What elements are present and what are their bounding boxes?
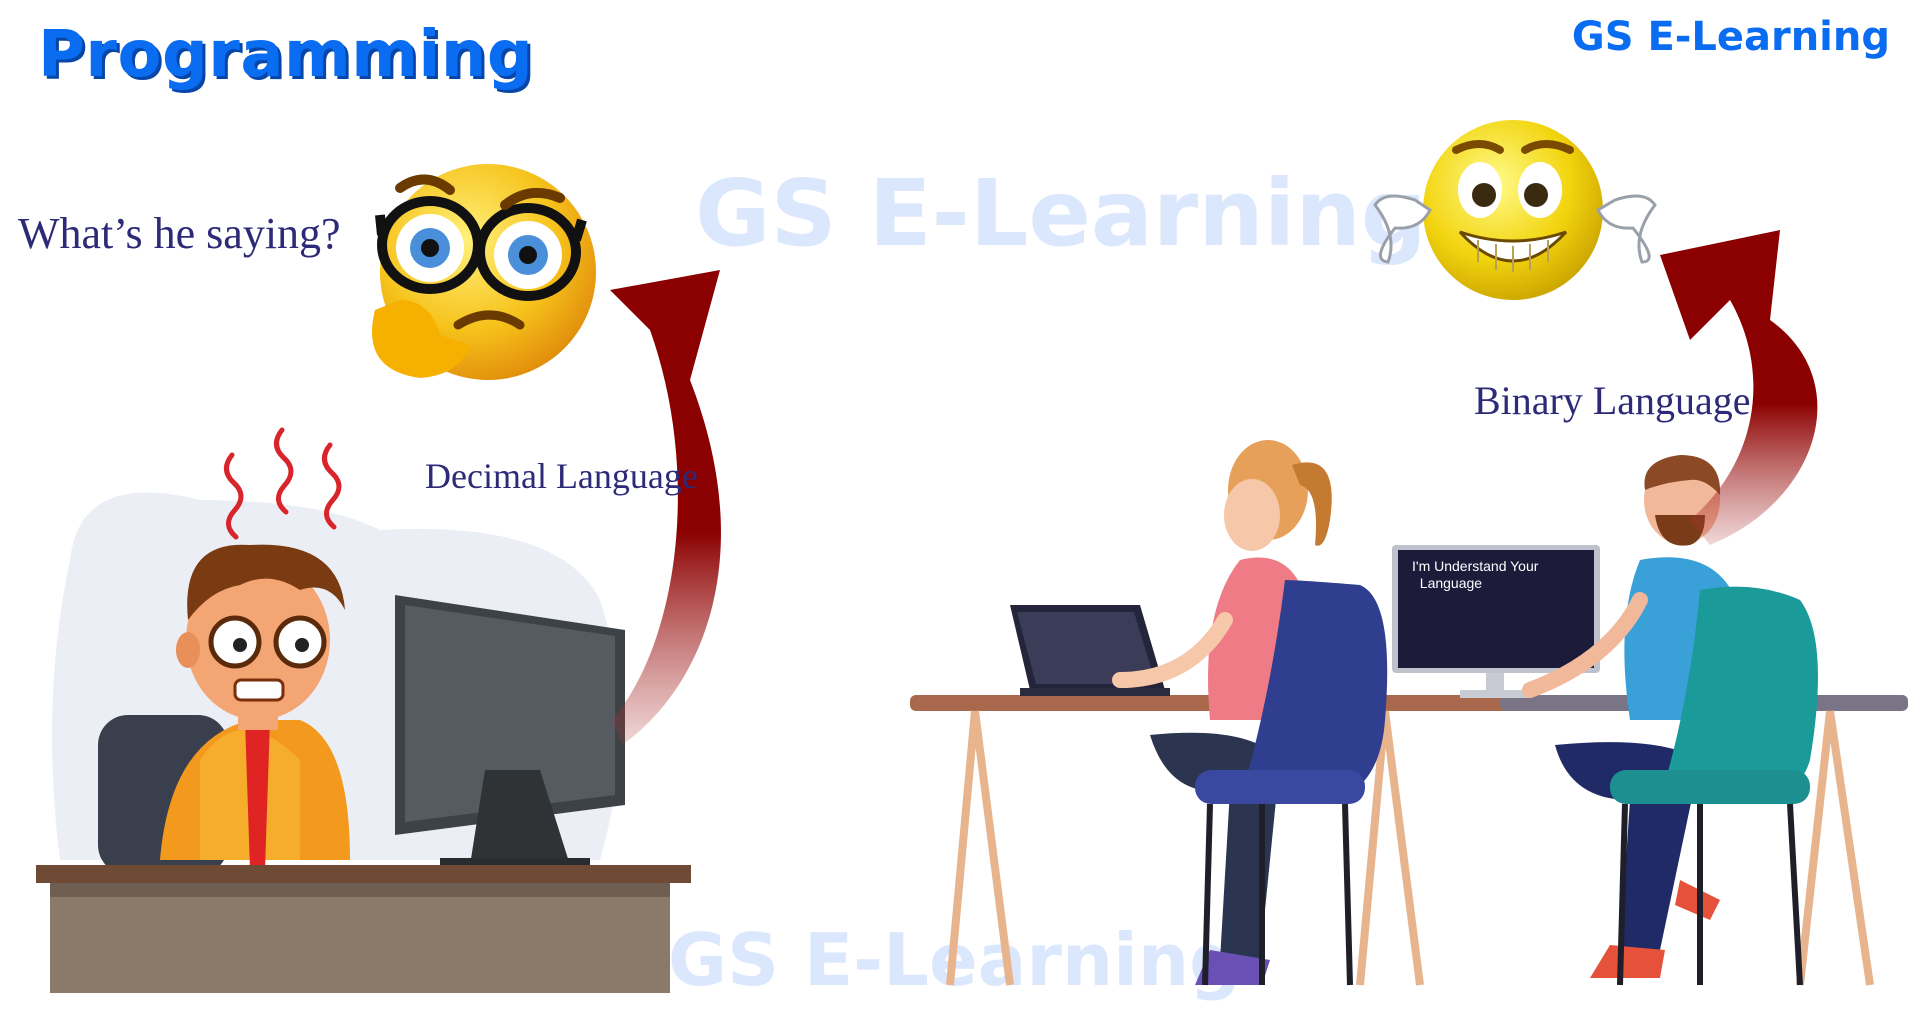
left-desk <box>36 865 691 993</box>
laptop <box>1010 605 1170 696</box>
right-monitor <box>1392 545 1600 698</box>
stress-squiggle-icon <box>224 427 342 540</box>
question-caption: What’s he saying? <box>18 209 341 258</box>
frustrated-man <box>160 544 350 870</box>
monitor-screen-text: I'm Understand Your Language <box>1412 558 1539 591</box>
man-chair <box>1610 586 1818 986</box>
woman-chair <box>1195 580 1388 986</box>
right-table-legs <box>946 710 1874 986</box>
binary-language-label: Binary Language <box>1474 378 1751 423</box>
thinking-emoji-icon <box>372 164 596 380</box>
left-monitor <box>395 595 625 868</box>
decimal-language-label: Decimal Language <box>425 456 698 496</box>
decimal-arrow-icon <box>610 270 721 745</box>
watermark-top: GS E-Learning <box>695 160 1427 267</box>
page-title: Programming <box>38 18 534 92</box>
binary-arrow-icon <box>1660 230 1818 545</box>
grinning-emoji-icon <box>1373 120 1657 300</box>
brand-logo-text: GS E-Learning <box>1571 14 1890 60</box>
